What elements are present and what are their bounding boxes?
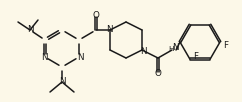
- Text: H: H: [168, 46, 174, 52]
- Text: N: N: [172, 43, 178, 53]
- Text: O: O: [155, 69, 161, 78]
- Text: N: N: [59, 78, 65, 86]
- Text: N: N: [77, 53, 83, 62]
- Text: N: N: [106, 24, 112, 33]
- Text: N: N: [41, 53, 47, 62]
- Text: N: N: [27, 26, 33, 34]
- Text: F: F: [194, 52, 198, 61]
- Text: F: F: [224, 40, 228, 49]
- Text: O: O: [92, 12, 99, 21]
- Text: N: N: [140, 47, 146, 55]
